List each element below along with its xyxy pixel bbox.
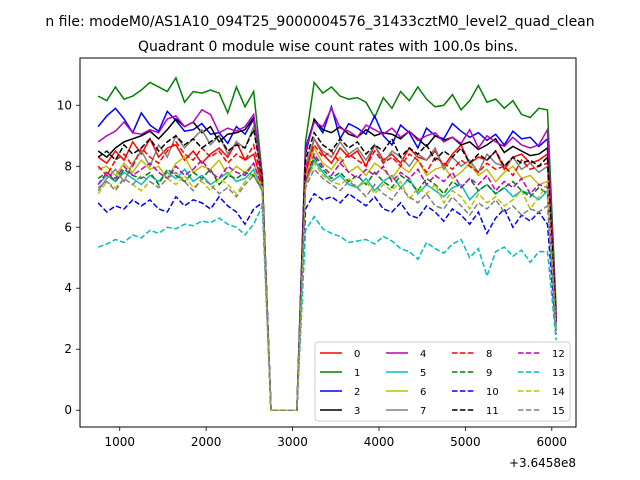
series-line-15	[97, 167, 557, 411]
series-line-0	[97, 136, 557, 411]
legend-label-6: 6	[420, 387, 426, 398]
legend-label-7: 7	[420, 406, 426, 417]
legend-label-5: 5	[420, 368, 426, 379]
legend-label-11: 11	[486, 406, 499, 417]
series-line-11	[97, 127, 557, 411]
series-line-6	[97, 146, 557, 411]
series-line-1	[97, 76, 557, 411]
y-tick-label: 2	[64, 342, 72, 356]
x-axis: 1000 2000 3000 4000 5000 6000	[104, 427, 567, 449]
x-offset-label: +3.6458e8	[509, 456, 576, 470]
y-tick-label: 6	[64, 220, 72, 234]
series-line-12	[97, 152, 557, 411]
x-tick-label: 5000	[450, 435, 481, 449]
series-line-13	[97, 205, 557, 411]
legend-label-2: 2	[354, 387, 360, 398]
series-line-4	[97, 106, 557, 411]
series-layer	[97, 76, 557, 411]
x-tick-label: 6000	[537, 435, 568, 449]
x-tick-label: 3000	[277, 435, 308, 449]
y-tick-label: 4	[64, 281, 72, 295]
legend-box	[314, 341, 571, 422]
series-line-3	[97, 115, 557, 411]
x-tick-label: 1000	[104, 435, 135, 449]
series-line-8	[97, 140, 557, 411]
y-tick-label: 8	[64, 159, 72, 173]
y-tick-label: 10	[57, 98, 72, 112]
series-line-2	[97, 104, 557, 411]
y-axis: 0 2 4 6 8 10	[57, 98, 80, 417]
legend-label-4: 4	[420, 349, 426, 360]
legend-label-1: 1	[354, 368, 360, 379]
series-line-10	[97, 192, 557, 411]
x-tick-label: 4000	[364, 435, 395, 449]
legend-label-13: 13	[552, 368, 565, 379]
series-line-5	[97, 158, 557, 411]
x-tick-label: 2000	[191, 435, 222, 449]
legend-label-0: 0	[354, 349, 360, 360]
legend-label-12: 12	[552, 349, 565, 360]
legend-label-15: 15	[552, 406, 565, 417]
legend-label-9: 9	[486, 368, 492, 379]
y-tick-label: 0	[64, 403, 72, 417]
legend-label-8: 8	[486, 349, 492, 360]
figure-suptitle: n file: modeM0/AS1A10_094T25_9000004576_…	[45, 14, 594, 30]
legend-label-10: 10	[486, 387, 499, 398]
series-line-14	[97, 161, 557, 411]
legend-label-3: 3	[354, 406, 360, 417]
chart-title: Quadrant 0 module wise count rates with …	[138, 39, 518, 55]
legend-label-14: 14	[552, 387, 565, 398]
